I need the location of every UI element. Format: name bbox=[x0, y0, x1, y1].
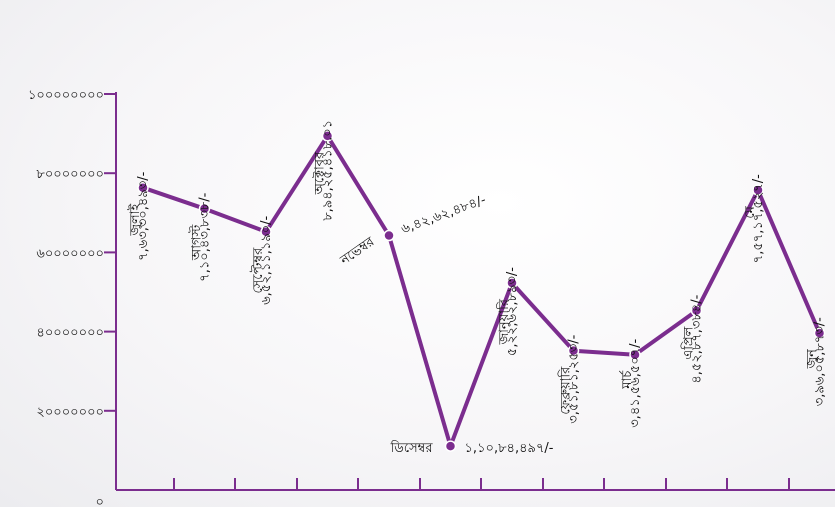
value-label: ৫,২২,৬২,৮৯৩/- bbox=[505, 267, 520, 356]
data-point bbox=[260, 226, 272, 238]
y-tick-label: ৬০০০০০০০ bbox=[36, 246, 104, 261]
labels: ৭,৬৩,৩০,৪৯৩/-জুলাই ৭,১০,৪৩,৮৩৮/-আগস্ট ৬,৫২… bbox=[127, 120, 828, 456]
series-line bbox=[141, 133, 822, 449]
y-tick-label: ৪০০০০০০০ bbox=[36, 326, 104, 341]
value-label: ৭,১০,৪৩,৮৩৮/- bbox=[198, 192, 213, 281]
category-label: জানুয়ারি bbox=[496, 298, 512, 345]
value-label: ৩,৫১,৮১,২৫৩/- bbox=[567, 334, 582, 423]
axes: ০ ২০০০০০০০ ৪০০০০০০০ ৬০০০০০০০ ৮০০০০০০০ ১০০০০০০… bbox=[28, 88, 835, 510]
data-point bbox=[137, 181, 149, 194]
y-tick-label: ১০০০০০০০০ bbox=[28, 88, 104, 103]
value-label: ১,১০,৮৪,৪৯৭/- bbox=[465, 441, 554, 456]
data-points bbox=[137, 130, 826, 452]
category-label: ফেব্রুয়ারি bbox=[558, 366, 574, 415]
value-label: ৭,৫৭,১৭,৫২৭/- bbox=[751, 174, 766, 263]
data-point bbox=[198, 202, 211, 215]
data-point bbox=[690, 304, 703, 317]
value-label: ৪,৫২,৮৭,৩৮৪/- bbox=[690, 294, 705, 383]
data-point bbox=[752, 184, 764, 196]
category-label: জুলাই bbox=[127, 203, 143, 237]
category-label: মার্চ bbox=[619, 370, 635, 390]
category-label: ডিসেম্বর bbox=[390, 440, 434, 456]
data-point bbox=[383, 229, 395, 242]
y-tick-label: ৮০০০০০০০ bbox=[36, 167, 104, 182]
category-label: মে bbox=[743, 205, 758, 218]
y-tick-label: ০ bbox=[96, 495, 104, 507]
data-point bbox=[444, 440, 457, 452]
value-label: ৩,৯৬,০৫,৮৭৩/- bbox=[813, 317, 828, 406]
series-line-layer bbox=[141, 133, 822, 449]
category-label: আগস্ট bbox=[189, 224, 205, 261]
value-label: ৬,৪২,৬২,৪৮৪/- bbox=[399, 193, 488, 238]
y-tick-label: ২০০০০০০০ bbox=[36, 405, 104, 420]
data-point bbox=[506, 277, 518, 289]
value-label: ৭,৬৩,৩০,৪৯৩/- bbox=[136, 171, 151, 260]
value-label: ৮,৯৪,২৫,৪১৮.০১ bbox=[321, 120, 336, 221]
data-point bbox=[813, 327, 826, 339]
data-point bbox=[567, 344, 580, 357]
category-label: জুন bbox=[805, 349, 820, 370]
category-label: অক্টোবর bbox=[313, 151, 328, 195]
value-label: ৩,৪১,৫৬,৫০৭/- bbox=[628, 338, 643, 427]
category-label: নভেম্বর bbox=[337, 234, 378, 269]
value-label: ৬,৫২,১১,১৯০/- bbox=[259, 215, 274, 304]
category-label: এপ্রিল bbox=[681, 326, 697, 359]
data-point bbox=[321, 130, 334, 142]
data-point bbox=[629, 348, 641, 361]
category-label: সেপ্টেম্বর bbox=[250, 247, 266, 294]
